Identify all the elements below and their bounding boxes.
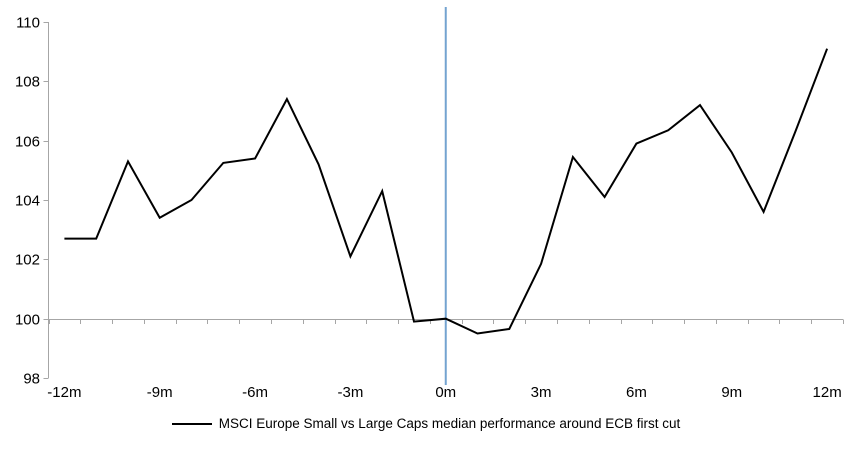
x-axis-label: 3m xyxy=(531,384,552,401)
y-axis-label: 108 xyxy=(15,74,40,91)
legend-line-swatch xyxy=(171,422,212,425)
y-axis-label: 110 xyxy=(16,15,40,32)
x-axis-label: -9m xyxy=(147,384,173,401)
x-axis-label: -12m xyxy=(47,384,81,401)
line-chart-canvas: 110 108 106 104 102 100 98 -12m -9m -6m -3m 0m 3m 6m 9… xyxy=(15,7,844,401)
y-axis-label: 106 xyxy=(15,134,40,151)
legend: MSCI Europe Small vs Large Caps median p… xyxy=(0,416,852,431)
x-axis-label: -3m xyxy=(337,384,363,401)
y-axis-label: 104 xyxy=(15,193,40,210)
x-axis-label: 0m xyxy=(435,384,456,401)
legend-label: MSCI Europe Small vs Large Caps median p… xyxy=(218,416,681,431)
y-axis-label: 98 xyxy=(23,371,40,388)
series-line xyxy=(64,48,829,335)
x-axis-label: 6m xyxy=(626,384,647,401)
x-axis-label: 12m xyxy=(813,384,842,401)
x-axis-label: -6m xyxy=(242,384,268,401)
y-axis-label: 100 xyxy=(15,312,40,329)
x-axis-label: 9m xyxy=(721,384,742,401)
y-axis-label: 102 xyxy=(15,252,40,269)
